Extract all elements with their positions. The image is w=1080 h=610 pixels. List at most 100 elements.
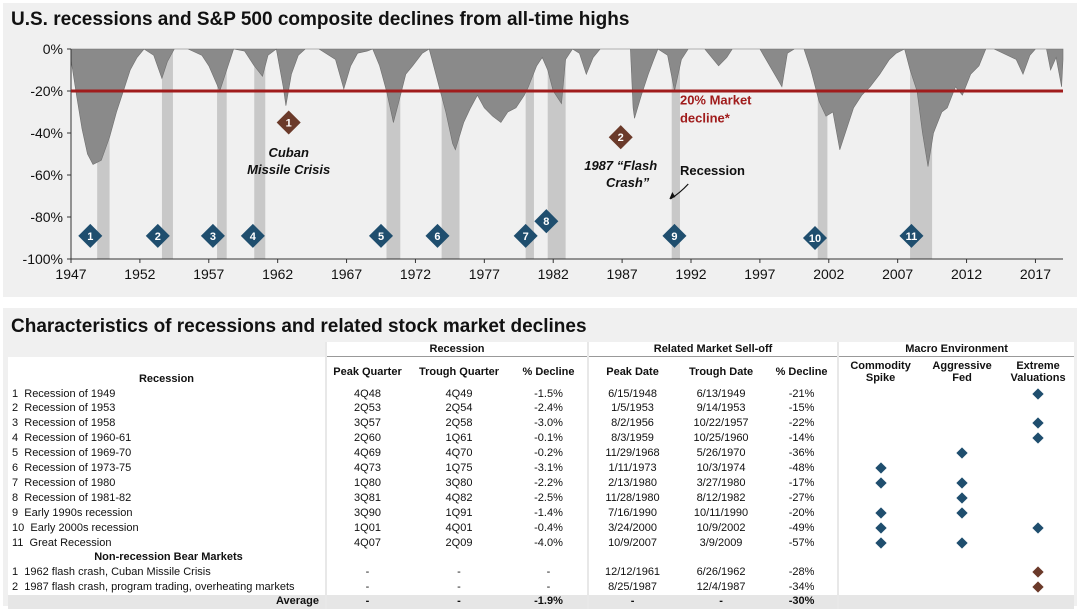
col-trough-quarter: Trough Quarter — [408, 356, 510, 387]
arrow-head-icon — [669, 192, 676, 199]
cell-commodity-spike — [837, 386, 923, 402]
y-tick-label: -20% — [30, 83, 63, 99]
cell-extreme-valuations — [1002, 579, 1075, 595]
cell-extreme-valuations — [1002, 475, 1075, 491]
cell-trough-quarter: 2Q09 — [408, 535, 510, 551]
x-tick-label: 1992 — [675, 266, 706, 282]
x-tick-label: 1987 — [607, 266, 638, 282]
cell-peak-quarter: 2Q53 — [325, 401, 408, 416]
cell-extreme-valuations — [1002, 490, 1075, 506]
row-recession: 5 Recession of 1969-70 — [8, 445, 326, 461]
x-tick-label: 2007 — [882, 266, 913, 282]
recession-marker-icon — [78, 223, 103, 248]
row-recession: 6 Recession of 1973-75 — [8, 460, 326, 476]
cell-trough-quarter: - — [408, 564, 510, 580]
cell-commodity-spike — [837, 520, 923, 536]
col-recession: Recession — [8, 356, 326, 387]
cell-aggressive-fed — [922, 535, 1003, 551]
cell-commodity-spike — [837, 415, 923, 431]
cell-pct-decline: -1.4% — [510, 505, 589, 521]
x-tick-label: 2017 — [1020, 266, 1051, 282]
cell-extreme-valuations — [1002, 520, 1075, 536]
recession-marker-label: 10 — [809, 233, 821, 245]
cell-commodity-spike — [837, 430, 923, 446]
diamond-marker-icon — [874, 477, 887, 489]
cuban-annotation: Missile Crisis — [247, 162, 330, 177]
average-row: Average - - -1.9% - - -30% — [8, 594, 1075, 610]
nonrec-header-row: Non-recession Bear Markets — [8, 550, 1075, 565]
average-label: Average — [8, 594, 326, 610]
cell-aggressive-fed — [922, 579, 1003, 595]
x-tick-label: 1957 — [193, 266, 224, 282]
cell-aggressive-fed — [922, 564, 1003, 580]
cell-peak-date: 8/2/1956 — [587, 415, 677, 431]
recession-marker-label: 2 — [155, 231, 161, 243]
row-recession: 9 Early 1990s recession — [8, 505, 326, 521]
cell-pct-decline: -0.2% — [510, 445, 589, 461]
table-row: 9 Early 1990s recession 3Q90 1Q91 -1.4% 7/16… — [8, 505, 1075, 521]
cell-commodity-spike — [837, 505, 923, 521]
col-commodity-spike: Commodity Spike — [837, 356, 923, 387]
avg-trough-date: - — [676, 594, 767, 610]
cell-trough-quarter: 4Q70 — [408, 445, 510, 461]
flash-crash-annotation: Crash” — [606, 175, 650, 190]
diamond-marker-icon — [1032, 417, 1044, 429]
col-peak-date: Peak Date — [587, 356, 677, 387]
table-row: 8 Recession of 1981-82 3Q81 4Q82 -2.5% 11/28… — [8, 490, 1075, 506]
drawdown-chart: 0%-20%-40%-60%-80%-100%1947 1952 1957 1962 1… — [23, 41, 1064, 282]
col-peak-quarter: Peak Quarter — [325, 356, 408, 387]
cell-extreme-valuations — [1002, 386, 1075, 402]
bear-marker-label: 2 — [618, 132, 624, 144]
col-market-decline: % Decline — [766, 356, 839, 387]
row-recession: 1 Recession of 1949 — [8, 386, 326, 402]
cell-peak-date: 8/3/1959 — [587, 430, 677, 446]
cell-commodity-spike — [837, 564, 923, 580]
cell-pct-decline: -4.0% — [510, 535, 589, 551]
row-recession: 8 Recession of 1981-82 — [8, 490, 326, 506]
recession-bar — [217, 49, 227, 259]
cell-pct-decline: -3.1% — [510, 460, 589, 476]
bear-marker-icon — [276, 110, 301, 135]
cell-pct-decline: -2.4% — [510, 401, 589, 416]
recession-marker-label: 7 — [523, 231, 529, 243]
cell-trough-date: 8/12/1982 — [676, 490, 767, 506]
row-recession: 4 Recession of 1960-61 — [8, 430, 326, 446]
x-tick-label: 1967 — [331, 266, 362, 282]
chart-title: U.S. recessions and S&P 500 composite de… — [11, 9, 630, 30]
y-tick-label: 0% — [43, 41, 63, 57]
cell-trough-date: 10/3/1974 — [676, 460, 767, 476]
x-tick-label: 1962 — [262, 266, 293, 282]
cell-trough-date: 3/27/1980 — [676, 475, 767, 491]
diamond-marker-icon — [956, 492, 968, 504]
diamond-marker-icon — [956, 477, 968, 489]
cell-extreme-valuations — [1002, 505, 1075, 521]
cell-peak-quarter: 1Q80 — [325, 475, 408, 491]
cell-market-decline: -20% — [766, 505, 839, 521]
cell-market-decline: -22% — [766, 415, 839, 431]
threshold-label: decline* — [680, 111, 731, 126]
group-header-selloff: Related Market Sell-off — [587, 342, 839, 357]
diamond-marker-icon — [1032, 522, 1044, 534]
table-row: 6 Recession of 1973-75 4Q73 1Q75 -3.1% 1/11/… — [8, 460, 1075, 476]
diamond-marker-icon — [1032, 432, 1044, 444]
cell-peak-date: 11/29/1968 — [587, 445, 677, 461]
diamond-marker-icon — [1032, 581, 1044, 593]
table-row: 10 Early 2000s recession 1Q01 4Q01 -0.4% 3/2… — [8, 520, 1075, 536]
cell-trough-date: 3/9/2009 — [676, 535, 767, 551]
cell-pct-decline: -0.1% — [510, 430, 589, 446]
cell-commodity-spike — [837, 460, 923, 476]
cell-commodity-spike — [837, 535, 923, 551]
cell-peak-date: 12/12/1961 — [587, 564, 677, 580]
cell-aggressive-fed — [922, 460, 1003, 476]
cell-peak-date: 2/13/1980 — [587, 475, 677, 491]
cell-trough-quarter: 4Q49 — [408, 386, 510, 402]
cell-commodity-spike — [837, 445, 923, 461]
col-pct-decline: % Decline — [510, 356, 589, 387]
avg-peak-date: - — [587, 594, 677, 610]
recession-marker-icon — [425, 223, 450, 248]
cell-peak-quarter: - — [325, 579, 408, 595]
cell-peak-date: 8/25/1987 — [587, 579, 677, 595]
avg-trough-quarter: - — [408, 594, 510, 610]
row-recession: 3 Recession of 1958 — [8, 415, 326, 431]
recession-marker-label: 3 — [210, 231, 216, 243]
